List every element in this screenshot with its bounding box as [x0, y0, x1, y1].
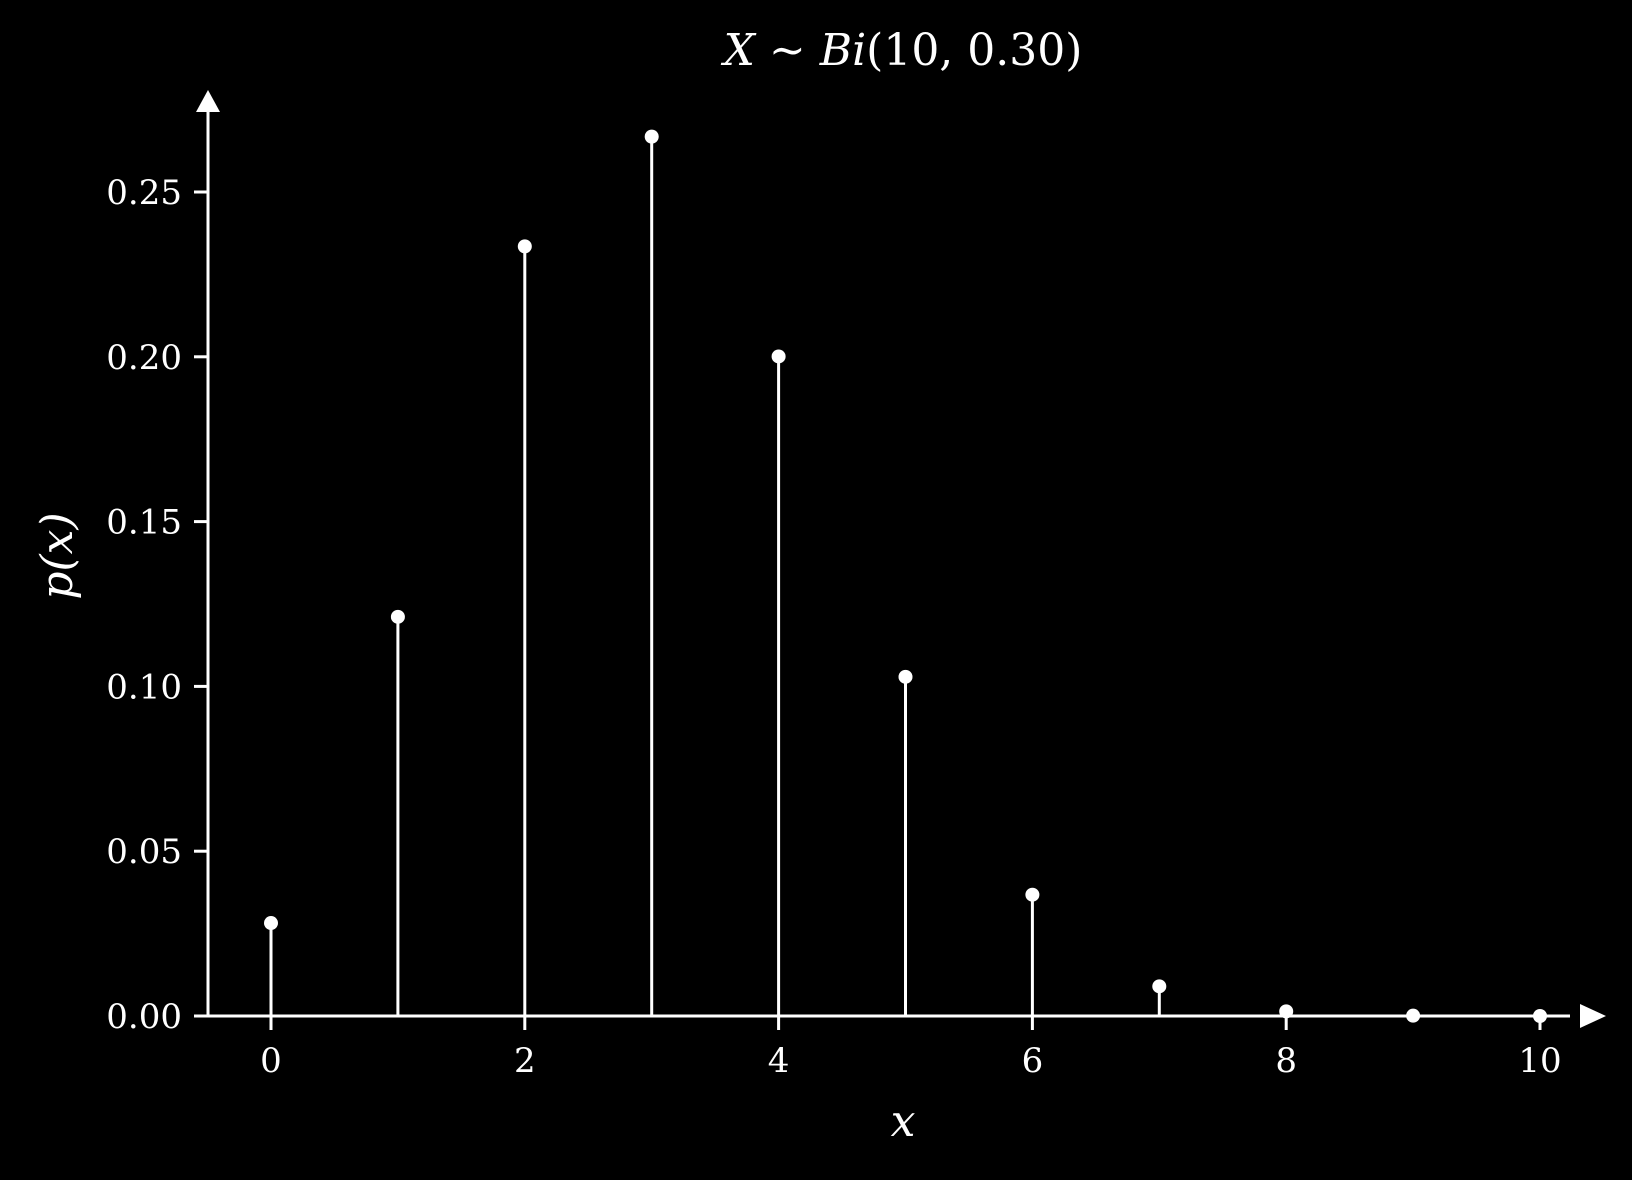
stem-series: [264, 129, 1547, 1023]
y-tick-label: 0.15: [106, 503, 182, 543]
stem-marker: [264, 916, 278, 931]
x-tick-label: 0: [260, 1041, 282, 1081]
y-tick-label: 0.20: [106, 338, 182, 378]
y-tick-label: 0.00: [106, 997, 182, 1037]
x-tick-label: 4: [768, 1041, 790, 1081]
y-tick-label: 0.10: [106, 667, 182, 707]
x-tick-label: 6: [1022, 1041, 1044, 1081]
stem-marker: [771, 349, 786, 364]
chart-title: X ∼ Bi(10, 0.30): [721, 25, 1083, 76]
chart-title-part: (10, 0.30): [866, 25, 1082, 76]
y-axis-arrow: [196, 90, 220, 112]
chart-title-part: Bi: [819, 25, 866, 76]
stem-marker: [644, 129, 659, 144]
chart-title-part: ∼: [755, 25, 820, 76]
y-axis-title: p(x): [32, 512, 83, 599]
x-tick-label: 2: [514, 1041, 536, 1081]
stem-marker: [1152, 979, 1167, 994]
stem-marker: [517, 239, 532, 254]
stem-marker: [390, 609, 405, 624]
y-tick-label: 0.05: [106, 832, 182, 872]
y-tick-label: 0.25: [106, 173, 182, 213]
stem-marker: [1025, 887, 1040, 902]
stem-marker: [898, 669, 913, 684]
x-tick-label: 10: [1518, 1041, 1561, 1081]
x-axis-arrow: [1580, 1004, 1606, 1028]
x-tick-label: 8: [1275, 1041, 1297, 1081]
y-axis-ticks: 0.00 0.05 0.10 0.15 0.20 0.25: [106, 173, 208, 1037]
chart-title-part: X: [721, 25, 757, 76]
x-axis-title: x: [891, 1096, 916, 1147]
